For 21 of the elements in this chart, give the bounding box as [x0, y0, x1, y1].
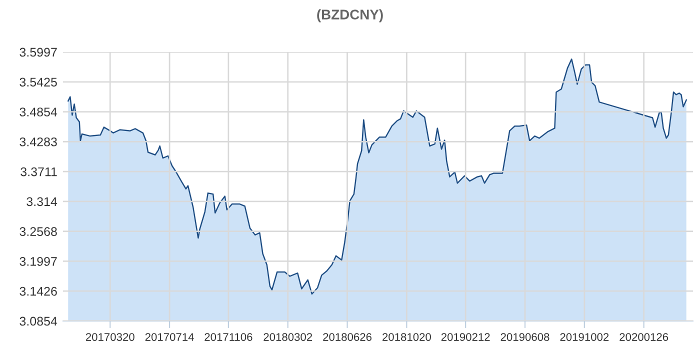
x-tick-label: 20180302	[264, 333, 312, 341]
y-tick-label: 3.3711	[20, 167, 57, 176]
x-tick-label: 20170714	[145, 333, 194, 341]
x-tick-label: 20181020	[382, 333, 431, 341]
y-tick-label: 3.2568	[20, 227, 57, 236]
x-tick-label: 20171106	[204, 333, 252, 341]
x-tick-label: 20170320	[86, 333, 134, 341]
x-tick-label: 20190212	[441, 333, 490, 341]
y-tick-label: 3.5997	[20, 48, 57, 57]
y-tick-label: 3.4854	[20, 108, 58, 116]
y-tick-label: 3.0854	[20, 316, 58, 326]
y-tick-label: 3.314	[26, 197, 58, 206]
x-tick-label: 20190608	[500, 333, 550, 341]
y-tick-label: 3.4283	[20, 137, 57, 146]
y-tick-label: 3.5425	[20, 78, 57, 87]
x-tick-label: 20200126	[620, 333, 668, 341]
y-tick-label: 3.1997	[20, 257, 57, 266]
x-tick-label: 20191002	[560, 333, 609, 341]
chart-title: (BZDCNY)	[317, 9, 383, 22]
y-tick-label: 3.1426	[20, 286, 57, 296]
x-tick-label: 20180626	[323, 333, 372, 341]
